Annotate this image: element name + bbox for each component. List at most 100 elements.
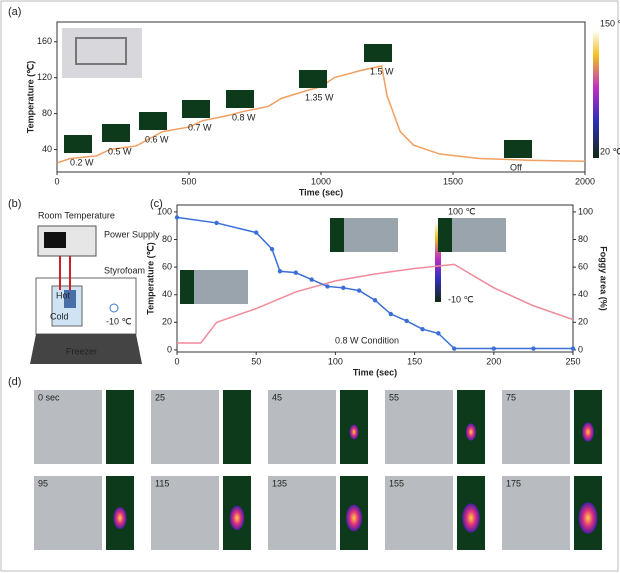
annotation: 0.8 W bbox=[232, 112, 256, 122]
colorbar bbox=[593, 30, 599, 158]
heat-spot bbox=[465, 423, 477, 441]
point bbox=[254, 230, 259, 235]
y2-tick-label: 80 bbox=[578, 234, 588, 244]
x-tick-label: 1500 bbox=[443, 176, 463, 186]
photo bbox=[502, 476, 570, 550]
photo bbox=[62, 28, 142, 78]
series-line bbox=[56, 65, 586, 164]
x-axis-title: Time (sec) bbox=[353, 367, 397, 377]
point bbox=[372, 298, 378, 303]
heater bbox=[75, 37, 127, 65]
y-tick-label: 100 bbox=[157, 206, 172, 216]
thermal-thumb bbox=[64, 135, 92, 153]
frame-label: 135 bbox=[272, 478, 287, 488]
thermal-thumb bbox=[182, 100, 210, 118]
thermal-thumb bbox=[226, 90, 254, 108]
diagram-label: Styrofoam bbox=[104, 265, 145, 275]
diagram-label: Room Temperature bbox=[38, 210, 115, 220]
y-tick-label: 0 bbox=[167, 344, 172, 354]
diagram bbox=[30, 225, 142, 364]
photo bbox=[34, 390, 102, 464]
heat-spot bbox=[229, 505, 245, 531]
point bbox=[214, 220, 219, 226]
y-tick-label: 80 bbox=[42, 108, 52, 118]
point bbox=[491, 346, 496, 351]
annotation: 0.6 W bbox=[145, 134, 169, 144]
x-tick-label: 50 bbox=[251, 356, 261, 366]
thermal-frame bbox=[223, 390, 251, 464]
annotation: 0.8 W Condition bbox=[335, 335, 399, 345]
point bbox=[269, 246, 275, 252]
photo bbox=[194, 270, 248, 304]
point bbox=[420, 327, 425, 332]
photo bbox=[385, 390, 453, 464]
panel-label: (a) bbox=[8, 6, 21, 18]
annotation: 0.7 W bbox=[188, 122, 212, 132]
y-tick-label: 160 bbox=[37, 36, 52, 46]
y-tick-label: 60 bbox=[162, 261, 172, 271]
heat-spot bbox=[582, 422, 594, 442]
annotation: 1.35 W bbox=[305, 92, 334, 102]
x-tick-label: 0 bbox=[174, 356, 179, 366]
y2-tick-label: 0 bbox=[578, 344, 583, 354]
x-tick-label: 200 bbox=[486, 356, 501, 366]
y-axis-title: Temperature (℃) bbox=[145, 242, 155, 314]
photo bbox=[34, 476, 102, 550]
annotation: 0.5 W bbox=[108, 146, 132, 156]
frame-label: 0 sec bbox=[38, 392, 60, 402]
frame-label: 55 bbox=[389, 392, 399, 402]
y2-tick-label: 40 bbox=[578, 289, 588, 299]
y-axis-title: Temperature (℃) bbox=[25, 61, 35, 133]
panel-label: (d) bbox=[8, 376, 21, 388]
y-tick-label: 40 bbox=[162, 289, 172, 299]
point bbox=[174, 215, 180, 220]
heat-spot bbox=[345, 504, 363, 532]
y2-tick-label: 100 bbox=[578, 206, 593, 216]
thermal-thumb bbox=[299, 70, 327, 88]
colorbar-label: 100 ℃ bbox=[448, 206, 476, 216]
thermal-thumb bbox=[139, 112, 167, 130]
plot-frame bbox=[176, 204, 574, 353]
x-tick-label: 0 bbox=[54, 176, 59, 186]
photo bbox=[151, 390, 219, 464]
frame-label: 45 bbox=[272, 392, 282, 402]
point bbox=[325, 284, 330, 289]
diagram-label: Cold bbox=[50, 311, 69, 321]
diagram-label: Freezer bbox=[66, 346, 97, 356]
point bbox=[293, 270, 298, 275]
y-tick-label: 40 bbox=[42, 144, 52, 154]
frame-label: 155 bbox=[389, 478, 404, 488]
y-tick-label: 120 bbox=[37, 72, 52, 82]
photo bbox=[151, 476, 219, 550]
diagram-label: Hot bbox=[56, 290, 71, 300]
thermal-thumb bbox=[180, 270, 194, 304]
x-tick-label: 500 bbox=[181, 176, 196, 186]
y2-tick-label: 60 bbox=[578, 261, 588, 271]
frame-label: 175 bbox=[506, 478, 521, 488]
diagram-label: Power Supply bbox=[104, 229, 160, 239]
x-tick-label: 2000 bbox=[575, 176, 595, 186]
frame-label: 115 bbox=[155, 478, 169, 488]
annotation: 0.2 W bbox=[70, 157, 94, 167]
annotation: 1.5 W bbox=[370, 66, 394, 76]
heat-spot bbox=[349, 424, 359, 440]
point bbox=[404, 318, 409, 324]
photo bbox=[268, 476, 336, 550]
colorbar bbox=[435, 222, 441, 302]
photo bbox=[268, 390, 336, 464]
diagram-label: -10 ℃ bbox=[106, 316, 132, 326]
photo bbox=[344, 218, 398, 252]
panel-label: (c) bbox=[150, 198, 163, 210]
thermal-thumb bbox=[102, 124, 130, 142]
thermal-thumb bbox=[438, 218, 452, 252]
x-tick-label: 150 bbox=[407, 356, 422, 366]
y2-axis-title: Foggy area (%) bbox=[599, 246, 609, 311]
point bbox=[356, 288, 362, 293]
point bbox=[277, 269, 283, 274]
x-tick-label: 250 bbox=[565, 356, 580, 366]
photo bbox=[502, 390, 570, 464]
thermal-thumb bbox=[504, 140, 532, 158]
photo bbox=[385, 476, 453, 550]
